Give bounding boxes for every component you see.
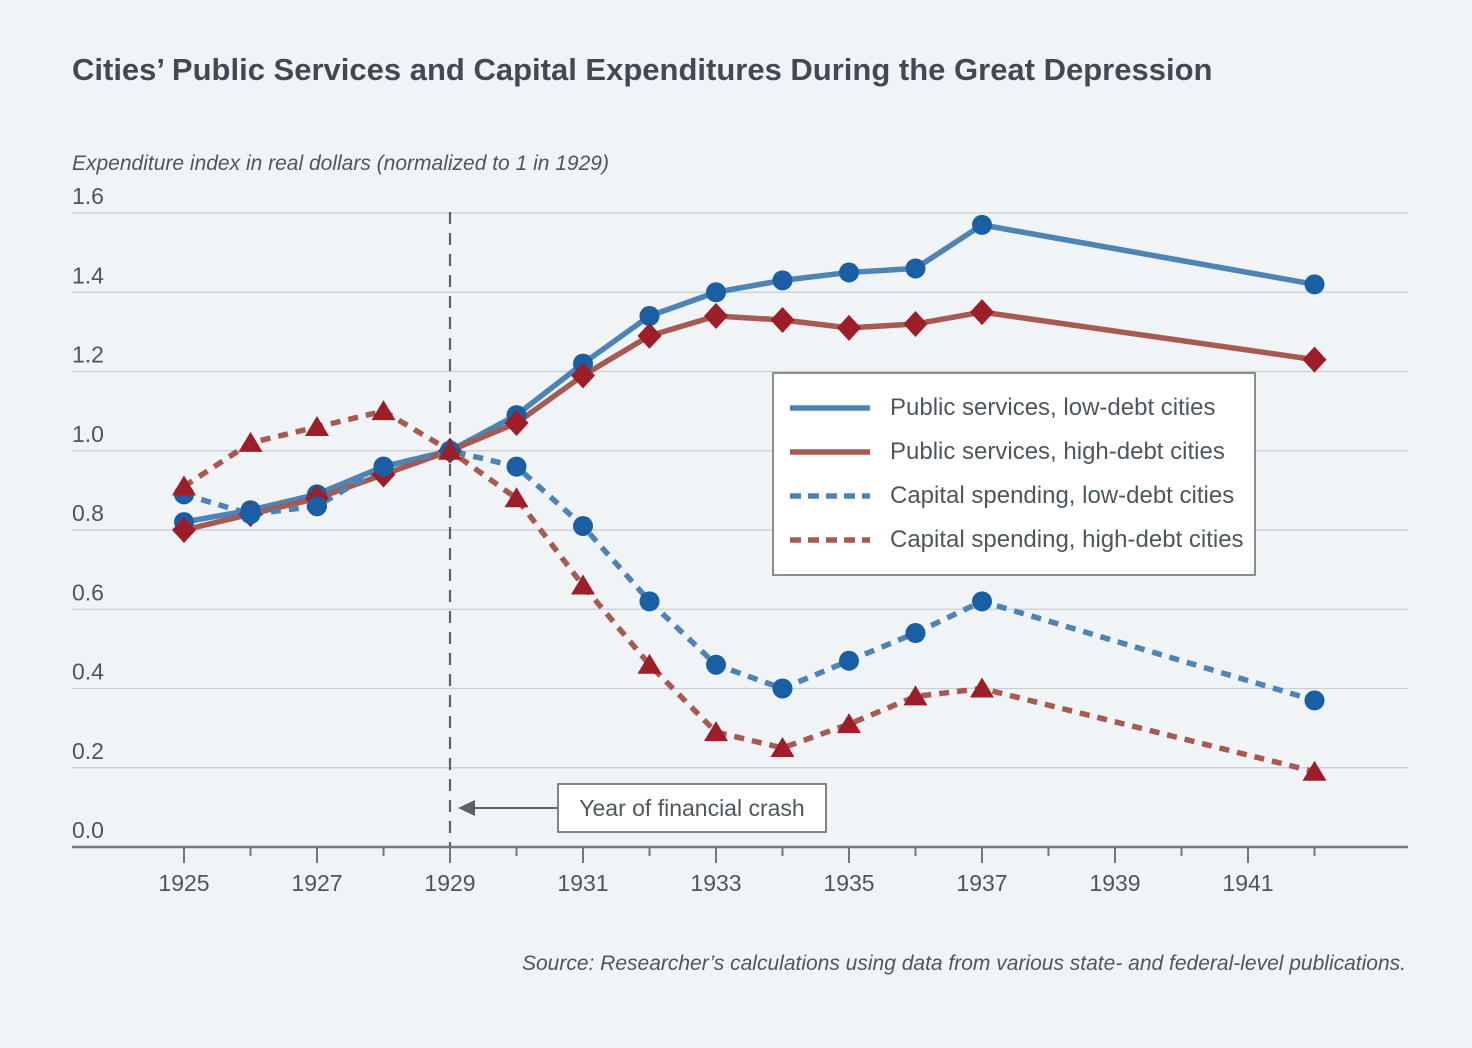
marker-circle-s2	[640, 591, 660, 611]
marker-circle-s2	[773, 679, 793, 699]
legend-swatch-solid-line	[790, 448, 870, 456]
annotation-arrow-head	[458, 800, 475, 816]
marker-circle-s2	[906, 623, 926, 643]
legend-item: Capital spending, low-debt cities	[790, 482, 1254, 510]
marker-circle-s2	[307, 496, 327, 516]
marker-circle-s2	[573, 516, 593, 536]
y-tick-label: 0.4	[72, 659, 104, 685]
marker-circle-s0	[972, 215, 992, 235]
marker-diamond-s1	[970, 299, 994, 325]
legend-label: Capital spending, high-debt cities	[890, 526, 1244, 554]
marker-circle-s0	[773, 270, 793, 290]
x-tick-label: 1939	[1089, 870, 1140, 896]
marker-triangle-s3	[172, 475, 196, 495]
legend-box: Public services, low-debt cities Public s…	[772, 372, 1256, 576]
marker-circle-s2	[374, 457, 394, 477]
y-tick-label: 0.8	[72, 500, 104, 526]
legend-label: Public services, high-debt cities	[890, 438, 1225, 466]
source-note: Source: Researcher’s calculations using …	[306, 952, 1406, 976]
crash-annotation-box: Year of financial crash	[557, 783, 827, 833]
marker-circle-s0	[1305, 274, 1325, 294]
legend-swatch-dashed-line	[790, 492, 870, 500]
y-tick-label: 0.0	[72, 817, 104, 843]
legend-label: Capital spending, low-debt cities	[890, 482, 1234, 510]
marker-circle-s2	[507, 457, 527, 477]
x-tick-label: 1925	[158, 870, 209, 896]
legend-swatch-solid-line	[790, 404, 870, 412]
marker-circle-s0	[706, 282, 726, 302]
marker-circle-s2	[706, 655, 726, 675]
marker-diamond-s1	[837, 315, 861, 341]
y-tick-label: 1.4	[72, 262, 104, 288]
y-tick-label: 0.2	[72, 738, 104, 764]
marker-circle-s2	[972, 591, 992, 611]
x-tick-label: 1931	[557, 870, 608, 896]
marker-circle-s2	[241, 504, 261, 524]
x-tick-label: 1941	[1222, 870, 1273, 896]
y-tick-label: 0.6	[72, 579, 104, 605]
marker-diamond-s1	[638, 323, 662, 349]
marker-circle-s2	[1305, 690, 1325, 710]
legend-item: Public services, low-debt cities	[790, 394, 1254, 422]
marker-circle-s0	[839, 262, 859, 282]
page: { "header": { "title": "Cities’ Public S…	[0, 0, 1472, 1048]
marker-circle-s2	[839, 651, 859, 671]
x-tick-label: 1935	[823, 870, 874, 896]
marker-diamond-s1	[904, 311, 928, 337]
legend-swatch-dashed-line	[790, 536, 870, 544]
x-tick-label: 1929	[424, 870, 475, 896]
marker-triangle-s3	[1303, 761, 1327, 781]
marker-triangle-s3	[372, 400, 396, 420]
legend-item: Public services, high-debt cities	[790, 438, 1254, 466]
marker-triangle-s3	[970, 678, 994, 698]
y-tick-label: 1.0	[72, 421, 104, 447]
legend-item: Capital spending, high-debt cities	[790, 526, 1254, 554]
marker-triangle-s3	[305, 416, 329, 436]
x-tick-label: 1937	[956, 870, 1007, 896]
y-tick-label: 1.2	[72, 342, 104, 368]
marker-circle-s0	[906, 258, 926, 278]
x-tick-label: 1927	[291, 870, 342, 896]
marker-triangle-s3	[239, 432, 263, 452]
x-tick-label: 1933	[690, 870, 741, 896]
marker-diamond-s1	[704, 303, 728, 329]
legend-label: Public services, low-debt cities	[890, 394, 1215, 422]
y-tick-label: 1.6	[72, 183, 104, 209]
marker-diamond-s1	[771, 307, 795, 333]
marker-diamond-s1	[1303, 347, 1327, 373]
